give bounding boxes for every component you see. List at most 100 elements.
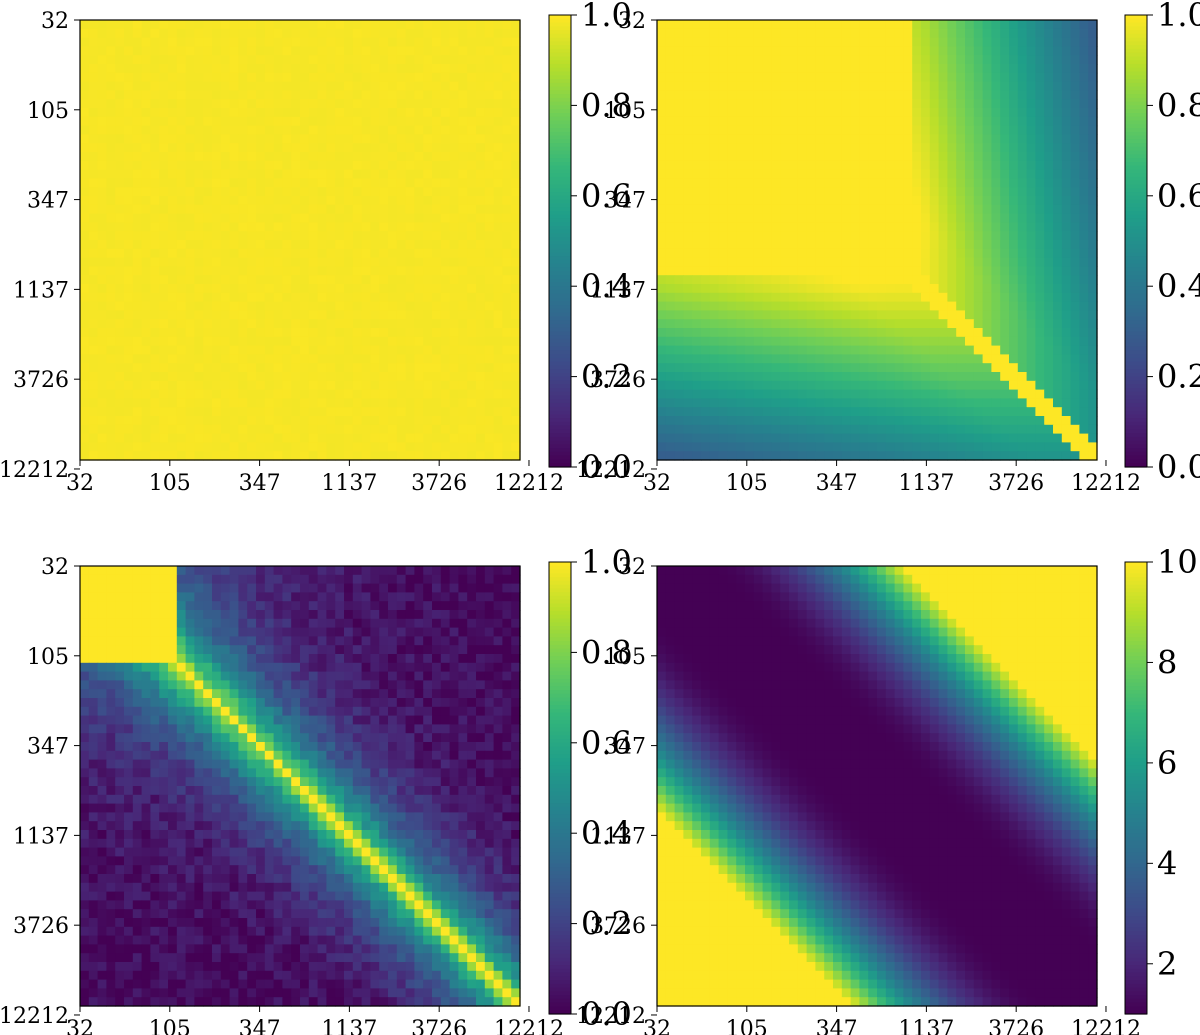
heatmap-cell [80,178,90,188]
heatmap-cell [762,134,772,144]
heatmap-cell [665,187,676,197]
heatmap-cell [493,222,503,232]
heatmap-cell [388,152,398,162]
heatmap-cell [824,319,834,329]
heatmap-cell [665,345,676,355]
heatmap-cell [396,451,407,461]
heatmap-cell [771,248,781,259]
heatmap-cell [229,363,239,373]
heatmap-cell [745,99,755,109]
heatmap-cell [797,20,808,30]
heatmap-cell [859,187,869,197]
heatmap-cell [370,116,380,127]
heatmap-cell [1053,213,1063,223]
heatmap-cell [449,284,459,294]
heatmap-cell [956,160,966,171]
heatmap-cell [317,407,327,417]
heatmap-cell [344,204,354,215]
heatmap-cell [176,222,187,232]
heatmap-cell [1000,37,1010,47]
heatmap-cell [727,310,737,320]
heatmap-cell [124,345,134,355]
heatmap-cell [97,187,107,197]
heatmap-cell [657,169,667,179]
heatmap-cell [789,292,799,303]
heatmap-cell [877,55,887,65]
heatmap-cell [1088,99,1098,109]
heatmap-cell [1026,169,1036,179]
colorbar-segment [549,67,571,73]
heatmap-cell [88,143,99,153]
colorbar-segment [549,86,571,91]
heatmap-cell [449,240,459,250]
heatmap-cell [657,275,667,285]
heatmap-cell [877,407,887,417]
heatmap-cell [709,99,720,109]
heatmap-cell [388,125,398,135]
heatmap-cell [1000,28,1010,39]
heatmap-cell [229,442,239,452]
heatmap-cell [176,213,187,223]
heatmap-cell [912,319,922,329]
heatmap-cell [150,240,160,250]
heatmap-cell [159,257,169,267]
heatmap-cell [238,37,248,47]
heatmap-cell [361,407,371,417]
heatmap-cell [868,37,878,47]
heatmap-cell [683,407,693,417]
heatmap-cell [1088,55,1098,65]
heatmap-cell [965,116,975,127]
heatmap-cell [440,345,451,355]
heatmap-cell [1009,292,1019,303]
heatmap-cell [291,275,301,285]
heatmap-cell [194,416,204,426]
heatmap-cell [264,204,275,215]
heatmap-cell [80,204,90,215]
heatmap-cell [396,64,407,74]
heatmap-cell [1017,231,1028,241]
heatmap-cell [1088,213,1098,223]
heatmap-cell [1009,319,1019,329]
heatmap-cell [203,169,213,179]
heatmap-cell [361,64,371,74]
heatmap-cell [212,64,222,74]
heatmap-cell [97,46,107,56]
heatmap-cell [877,257,887,267]
heatmap-cell [1053,240,1063,250]
heatmap-cell [203,90,213,100]
heatmap-cell [1009,407,1019,417]
heatmap-cell [727,328,737,338]
heatmap-cell [885,275,896,285]
heatmap-cell [256,213,266,223]
heatmap-cell [947,222,957,232]
heatmap-cell [1026,328,1036,338]
heatmap-cell [947,108,957,118]
heatmap-cell [850,266,860,276]
heatmap-cell [718,90,728,100]
heatmap-cell [727,275,737,285]
heatmap-cell [797,363,808,373]
heatmap-cell [789,116,799,127]
heatmap-cell [449,248,459,259]
heatmap-cell [414,257,424,267]
heatmap-cell [344,380,354,391]
heatmap-cell [965,240,975,250]
heatmap-cell [247,328,257,338]
heatmap-cell [467,398,477,408]
heatmap-cell [352,108,363,118]
heatmap-cell [308,424,319,435]
heatmap-cell [511,116,521,127]
heatmap-cell [440,55,451,65]
heatmap-cell [414,319,424,329]
heatmap-cell [168,248,178,259]
heatmap-cell [493,108,503,118]
heatmap-cell [282,178,292,188]
heatmap-cell [352,284,363,294]
heatmap-cell [432,363,442,373]
heatmap-cell [335,266,345,276]
heatmap-cell [88,213,99,223]
heatmap-cell [493,424,503,435]
heatmap-cell [674,81,684,91]
heatmap-cell [502,125,512,135]
heatmap-cell [273,328,283,338]
